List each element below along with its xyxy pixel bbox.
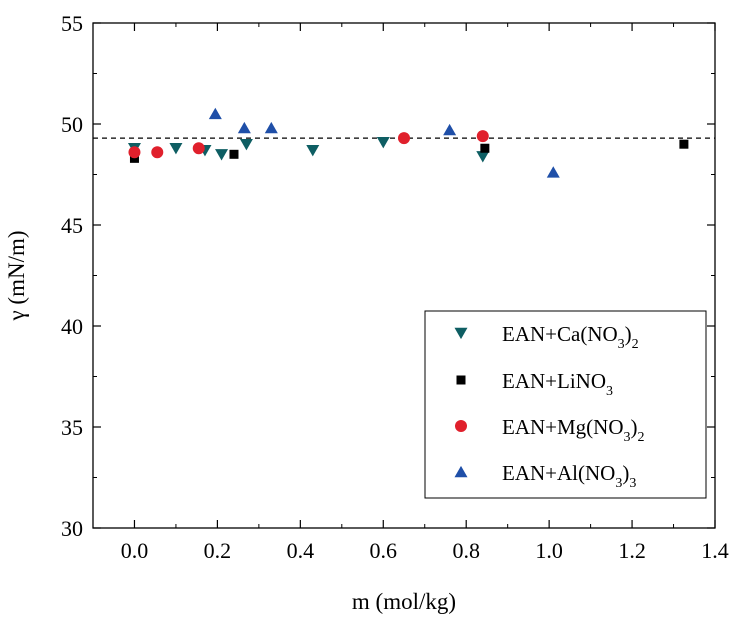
data-point	[306, 145, 320, 157]
legend-box	[424, 310, 707, 499]
data-point	[128, 146, 141, 159]
data-point	[151, 146, 164, 159]
axis-ticks	[92, 22, 716, 529]
data-point	[443, 123, 457, 136]
x-tick-label: 1.0	[535, 538, 563, 563]
axis-tick-labels: 0.0 0.2 0.4 0.6 0.8 1.0 1.2 1.4 30 35 40 45 50 55	[61, 11, 729, 563]
legend: EAN+Ca(NO3)2 EAN+LiNO3 EAN+Mg(NO3)2 EAN+Al(…	[424, 310, 707, 499]
data-point	[208, 107, 222, 120]
data-point	[192, 142, 205, 155]
legend-label: EAN+Ca(NO3)2	[502, 322, 639, 352]
y-tick-label: 55	[61, 11, 83, 36]
y-axis-title: γ (mN/m)	[4, 230, 29, 321]
data-point	[239, 139, 253, 151]
x-tick-label: 0.2	[204, 538, 232, 563]
data-point	[480, 143, 490, 153]
legend-marker	[454, 465, 468, 478]
legend-label: EAN+Al(NO3)3	[502, 461, 636, 491]
x-tick-label: 0.0	[121, 538, 149, 563]
legend-marker	[454, 327, 468, 340]
x-tick-label: 0.4	[287, 538, 315, 563]
data-point	[476, 151, 490, 163]
y-tick-label: 40	[61, 314, 83, 339]
legend-label: EAN+LiNO3	[502, 369, 613, 399]
data-point	[546, 166, 560, 178]
data-markers	[127, 107, 689, 178]
x-axis-title: m (mol/kg)	[352, 589, 456, 614]
y-axis-title-symbol: γ	[4, 310, 29, 321]
data-point	[376, 136, 390, 149]
x-tick-label: 1.2	[618, 538, 646, 563]
data-point	[215, 149, 229, 161]
data-point	[264, 121, 278, 134]
y-tick-label: 35	[61, 415, 83, 440]
legend-label: EAN+Mg(NO3)2	[502, 415, 645, 445]
data-point	[237, 121, 251, 134]
y-tick-label: 45	[61, 213, 83, 238]
y-tick-label: 30	[61, 516, 83, 541]
x-tick-label: 1.4	[701, 538, 729, 563]
data-point	[229, 149, 239, 159]
data-point	[476, 130, 489, 143]
x-tick-label: 0.6	[370, 538, 398, 563]
data-point	[398, 132, 410, 145]
data-point	[129, 153, 139, 163]
legend-marker	[455, 420, 467, 432]
y-axis-title-unit: (mN/m)	[4, 230, 29, 310]
x-tick-label: 0.8	[452, 538, 480, 563]
data-point	[679, 139, 689, 149]
legend-marker	[456, 375, 466, 385]
y-tick-label: 50	[61, 112, 83, 137]
data-point	[169, 143, 183, 155]
